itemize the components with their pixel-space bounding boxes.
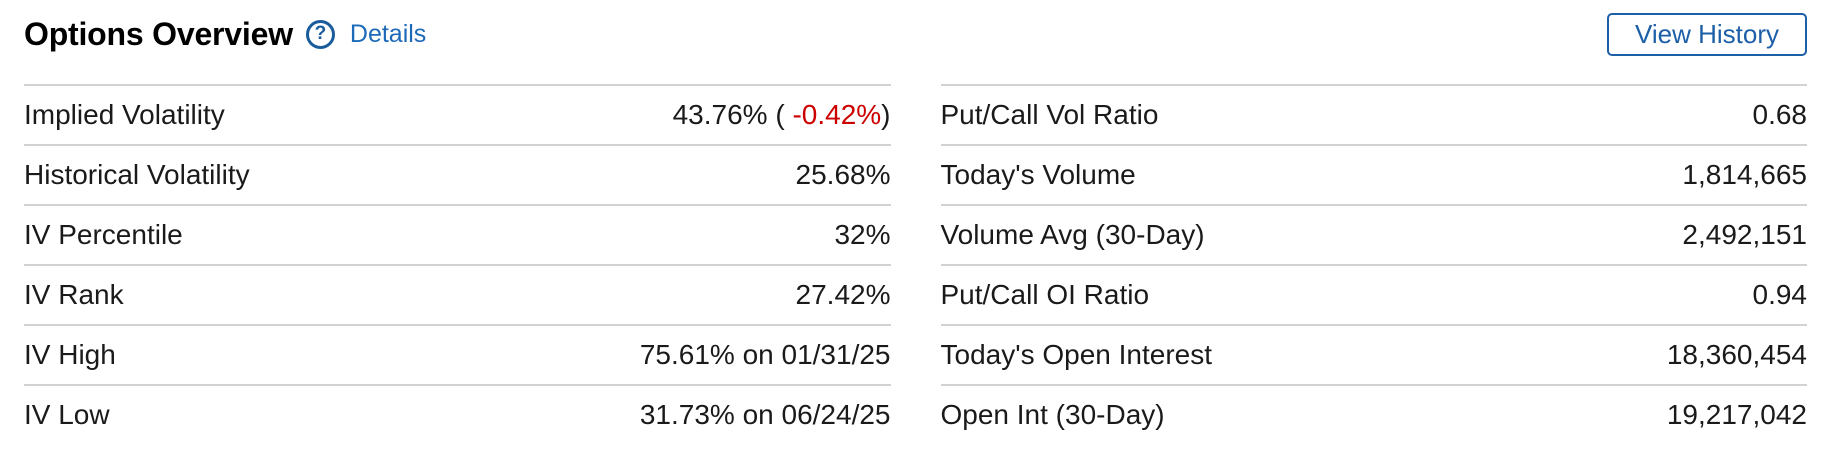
right-column: Put/Call Vol Ratio 0.68 Today's Volume 1…: [940, 84, 1808, 444]
row-value: 19,217,042: [1666, 399, 1807, 430]
row-value: 32%: [834, 219, 891, 250]
row-label: IV Percentile: [24, 219, 183, 250]
options-overview-panel: Options Overview ? Details View History …: [24, 0, 1807, 444]
table-row-implied-volatility: Implied Volatility 43.76% ( -0.42%): [24, 84, 891, 144]
table-row-iv-low: IV Low 31.73% on 06/24/25: [24, 384, 891, 444]
row-label: Open Int (30-Day): [940, 399, 1165, 430]
panel-header: Options Overview ? Details View History: [24, 0, 1807, 68]
row-value: 18,360,454: [1666, 339, 1807, 370]
table-row-put-call-oi-ratio: Put/Call OI Ratio 0.94: [940, 264, 1808, 324]
options-stats-tables: Implied Volatility 43.76% ( -0.42%) Hist…: [24, 84, 1807, 444]
table-row-todays-volume: Today's Volume 1,814,665: [940, 144, 1807, 204]
table-row-todays-open-interest: Today's Open Interest 18,360,454: [940, 324, 1807, 384]
help-icon-glyph: ?: [314, 23, 327, 44]
table-row-iv-percentile: IV Percentile 32%: [24, 204, 891, 264]
table-row-historical-volatility: Historical Volatility 25.68%: [24, 144, 891, 204]
row-value: 43.76% ( -0.42%): [673, 99, 891, 131]
row-label: Implied Volatility: [24, 99, 225, 130]
row-label: IV Rank: [24, 279, 124, 310]
table-row-open-int-30day: Open Int (30-Day) 19,217,042: [940, 384, 1807, 444]
row-value: 25.68%: [795, 159, 891, 190]
help-icon[interactable]: ?: [305, 19, 335, 49]
table-row-put-call-vol-ratio: Put/Call Vol Ratio 0.68: [940, 84, 1808, 144]
row-label: Volume Avg (30-Day): [940, 219, 1205, 250]
row-label: Put/Call Vol Ratio: [940, 99, 1159, 130]
iv-value-close-paren: ): [881, 99, 891, 130]
row-value: 31.73% on 06/24/25: [639, 399, 891, 430]
iv-value: 43.76% (: [672, 99, 793, 130]
details-link[interactable]: Details: [349, 19, 427, 48]
row-value: 75.61% on 01/31/25: [639, 339, 891, 370]
page-title: Options Overview: [24, 15, 293, 52]
table-row-iv-high: IV High 75.61% on 01/31/25: [24, 324, 891, 384]
table-row-volume-avg-30day: Volume Avg (30-Day) 2,492,151: [940, 204, 1807, 264]
row-label: Put/Call OI Ratio: [940, 279, 1150, 310]
row-label: IV Low: [24, 399, 110, 430]
row-value: 1,814,665: [1682, 159, 1807, 190]
left-column: Implied Volatility 43.76% ( -0.42%) Hist…: [24, 84, 891, 444]
row-value: 2,492,151: [1682, 219, 1807, 250]
row-label: Historical Volatility: [24, 159, 250, 190]
view-history-button[interactable]: View History: [1606, 12, 1807, 56]
table-row-iv-rank: IV Rank 27.42%: [24, 264, 891, 324]
row-label: Today's Volume: [940, 159, 1136, 190]
row-label: Today's Open Interest: [940, 339, 1213, 370]
row-value: 0.68: [1752, 99, 1808, 130]
row-value: 27.42%: [795, 279, 891, 310]
row-value: 0.94: [1752, 279, 1808, 310]
iv-change-negative: -0.42%: [792, 99, 882, 130]
row-label: IV High: [24, 339, 116, 370]
